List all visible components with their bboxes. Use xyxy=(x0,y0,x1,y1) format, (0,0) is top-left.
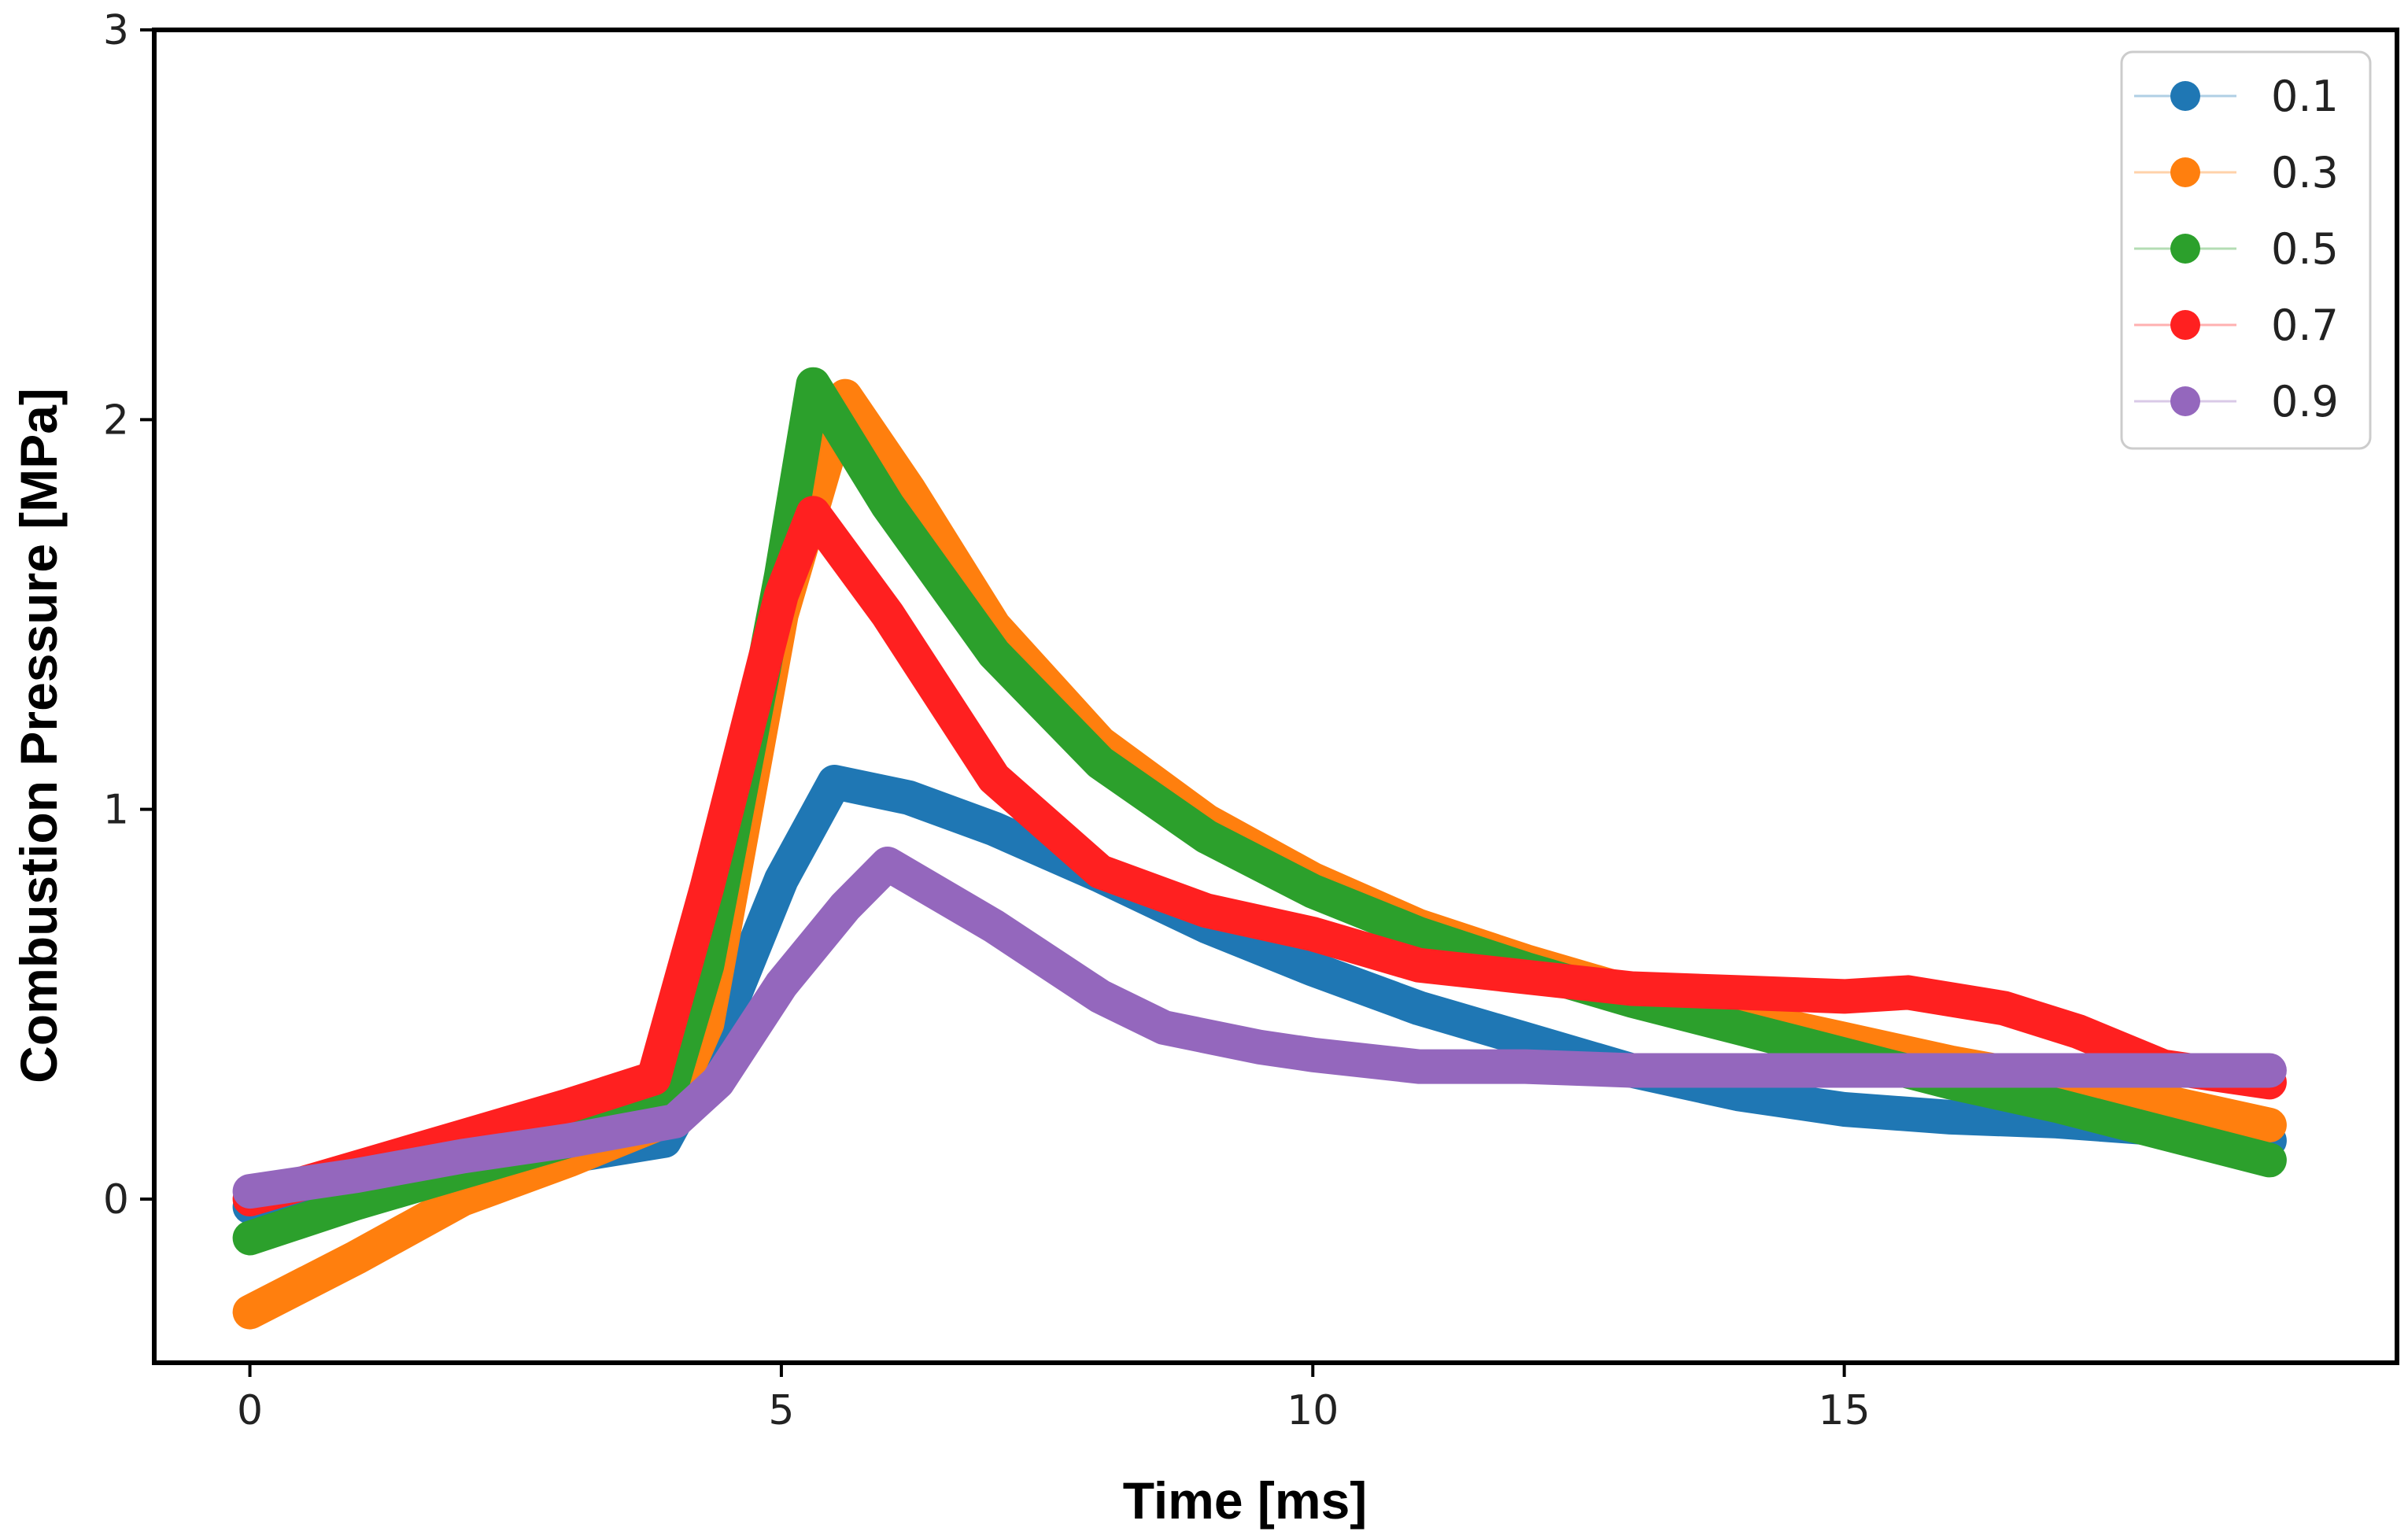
legend-label: 0.7 xyxy=(2271,301,2339,350)
x-tick-label: 10 xyxy=(1287,1387,1339,1434)
legend-marker xyxy=(2170,234,2200,264)
legend-marker xyxy=(2170,81,2200,111)
y-tick-label: 3 xyxy=(103,7,129,54)
series-line-0-9 xyxy=(232,847,2287,1209)
legend: 0.1 0.3 0.5 0.7 0.9 xyxy=(2120,50,2372,450)
legend-marker xyxy=(2170,157,2200,187)
y-tick-label: 2 xyxy=(103,397,129,444)
y-tick-label: 1 xyxy=(103,787,129,834)
legend-marker xyxy=(2170,310,2200,340)
y-tick-label: 0 xyxy=(103,1176,129,1223)
legend-label: 0.1 xyxy=(2271,72,2339,121)
legend-box xyxy=(2120,50,2372,450)
x-axis-title: Time [ms] xyxy=(1123,1471,1368,1530)
series-line-0-7 xyxy=(232,496,2287,1216)
legend-label: 0.3 xyxy=(2271,148,2339,197)
y-axis: 0 1 2 3 xyxy=(103,7,154,1223)
legend-marker xyxy=(2170,386,2200,416)
x-axis: 0 5 10 15 xyxy=(237,1363,1871,1434)
legend-label: 0.9 xyxy=(2271,377,2339,426)
x-tick-label: 5 xyxy=(768,1387,794,1434)
series-layer xyxy=(232,367,2287,1330)
x-tick-label: 0 xyxy=(237,1387,263,1434)
y-axis-title: Combustion Pressure [MPa] xyxy=(9,388,68,1083)
x-tick-label: 15 xyxy=(1819,1387,1871,1434)
legend-label: 0.5 xyxy=(2271,224,2339,274)
plot-frame xyxy=(152,28,2399,1365)
